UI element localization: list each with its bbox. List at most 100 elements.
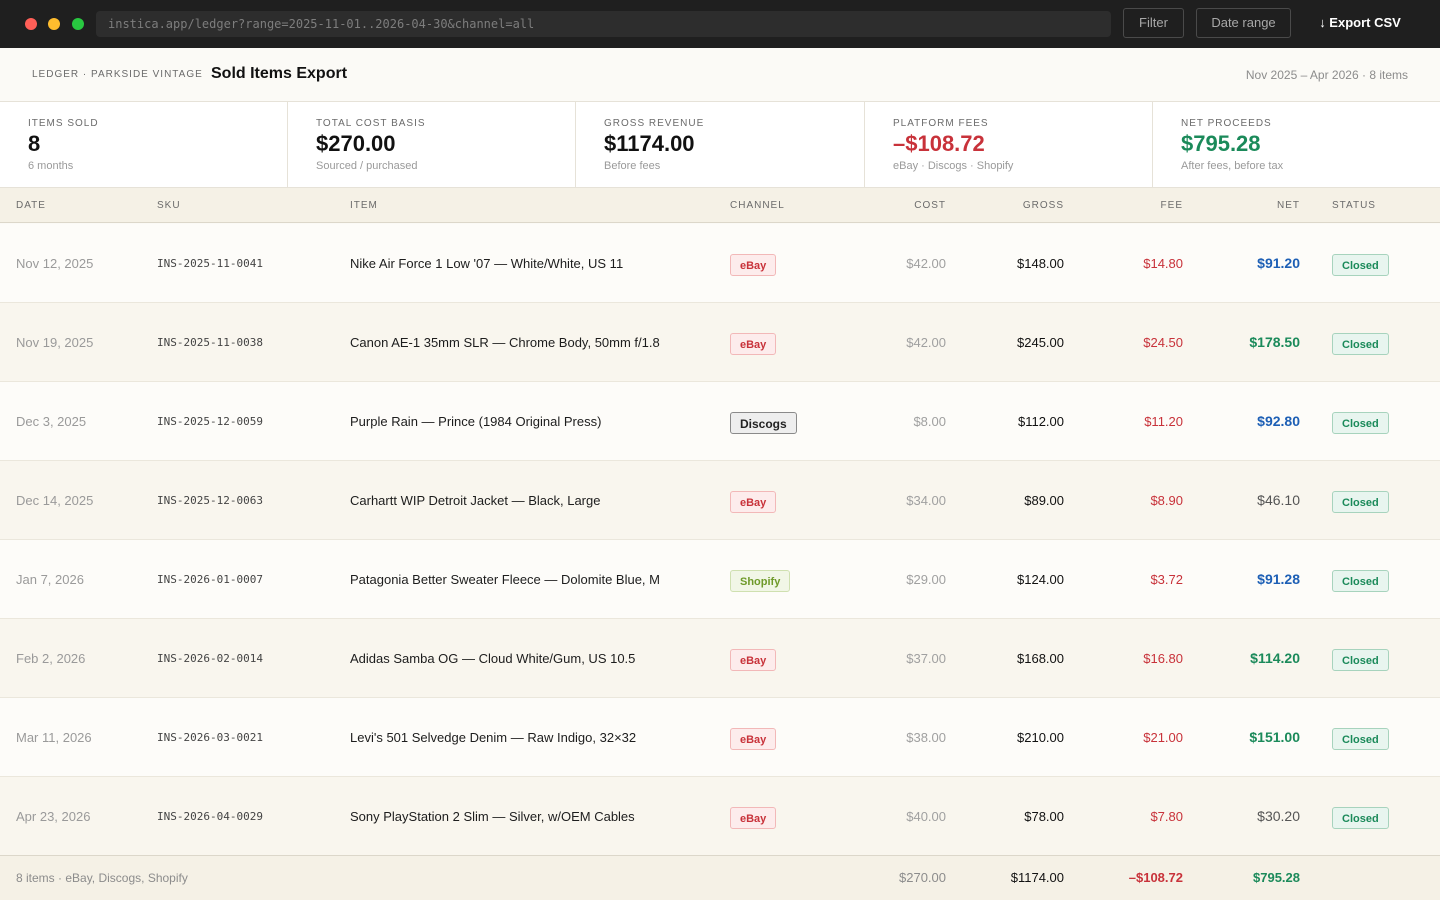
item-count: 8 items [1369,68,1408,82]
row-date: Nov 19, 2025 [16,335,94,350]
row-status: Closed [1332,303,1389,382]
row-gross: $245.00 [1017,335,1064,350]
row-gross: $89.00 [1024,493,1064,508]
column-header-sku[interactable]: SKU [157,200,181,211]
row-item: Purple Rain — Prince (1984 Original Pres… [350,414,602,429]
row-fee: $21.00 [1143,730,1183,745]
column-header-cost[interactable]: COST [914,200,946,211]
row-fee: $8.90 [1150,493,1183,508]
date-range-button[interactable]: Date range [1196,8,1291,38]
kpi-sub: 6 months [28,160,74,172]
kpi-strip: ITEMS SOLD 8 6 months TOTAL COST BASIS $… [0,102,1440,188]
footer-net-total: $795.28 [1253,870,1300,885]
channel-badge: eBay [730,648,777,671]
row-date: Jan 7, 2026 [16,572,84,587]
kpi-label: PLATFORM FEES [893,118,989,129]
row-status: Closed [1332,224,1389,303]
export-csv-button[interactable]: ↓ Export CSV [1319,15,1401,30]
kpi-sub: After fees, before tax [1181,160,1284,172]
row-status: Closed [1332,461,1389,540]
row-net: $92.80 [1257,413,1300,429]
row-gross: $78.00 [1024,809,1064,824]
table-row[interactable]: Jan 7, 2026 INS-2026-01-0007 Patagonia B… [0,540,1440,619]
table-row[interactable]: Dec 3, 2025 INS-2025-12-0059 Purple Rain… [0,382,1440,461]
column-header-status[interactable]: STATUS [1332,200,1376,211]
filter-button[interactable]: Filter [1123,8,1184,38]
row-sku: INS-2025-12-0063 [157,494,263,507]
kpi-label: ITEMS SOLD [28,118,99,129]
row-fee: $11.20 [1144,414,1183,429]
row-status: Closed [1332,619,1389,698]
channel-badge: Discogs [730,411,797,434]
table-row[interactable]: Dec 14, 2025 INS-2025-12-0063 Carhartt W… [0,461,1440,540]
row-item: Sony PlayStation 2 Slim — Silver, w/OEM … [350,809,635,824]
table-row[interactable]: Nov 19, 2025 INS-2025-11-0038 Canon AE-1… [0,303,1440,382]
minimize-window-button[interactable] [48,18,60,30]
status-badge: Closed [1332,727,1389,750]
kpi-net-proceeds: NET PROCEEDS $795.28 After fees, before … [1153,102,1440,188]
footer-gross-total: $1174.00 [1010,870,1064,885]
status-badge: Closed [1332,806,1389,829]
kpi-items-sold: ITEMS SOLD 8 6 months [0,102,288,188]
channel-badge: eBay [730,727,777,750]
kpi-sub: Before fees [604,160,661,172]
column-header-item[interactable]: ITEM [350,200,378,211]
breadcrumb: LEDGER · PARKSIDE VINTAGE [32,69,203,80]
channel-badge: eBay [730,490,777,513]
row-item: Canon AE-1 35mm SLR — Chrome Body, 50mm … [350,335,660,350]
channel-badge: eBay [730,253,777,276]
row-fee: $14.80 [1143,256,1183,271]
column-header-net[interactable]: NET [1277,200,1300,211]
row-channel: eBay [730,777,777,856]
footer-cost-total: $270.00 [899,870,946,885]
kpi-value: $795.28 [1181,131,1261,156]
row-net: $178.50 [1249,334,1300,350]
channel-badge: Shopify [730,569,791,592]
row-sku: INS-2025-11-0041 [157,257,263,270]
row-cost: $34.00 [906,493,946,508]
column-header-date[interactable]: DATE [16,200,46,211]
row-net: $114.20 [1250,650,1300,666]
row-cost: $29.00 [906,572,946,587]
row-channel: eBay [730,698,777,777]
table-row[interactable]: Apr 23, 2026 INS-2026-04-0029 Sony PlayS… [0,777,1440,856]
row-sku: INS-2026-01-0007 [157,573,263,586]
status-badge: Closed [1332,253,1389,276]
row-item: Nike Air Force 1 Low '07 — White/White, … [350,256,624,271]
kpi-value: 8 [28,131,41,156]
page-header: LEDGER · PARKSIDE VINTAGE Sold Items Exp… [0,48,1440,102]
row-gross: $148.00 [1017,256,1064,271]
row-channel: eBay [730,303,777,382]
row-net: $91.20 [1257,255,1300,271]
row-net: $30.20 [1257,808,1300,824]
close-window-button[interactable] [25,18,37,30]
table-row[interactable]: Mar 11, 2026 INS-2026-03-0021 Levi's 501… [0,698,1440,777]
table-row[interactable]: Feb 2, 2026 INS-2026-02-0014 Adidas Samb… [0,619,1440,698]
row-sku: INS-2026-02-0014 [157,652,263,665]
kpi-label: TOTAL COST BASIS [316,118,426,129]
status-badge: Closed [1332,648,1389,671]
row-sku: INS-2025-12-0059 [157,415,263,428]
kpi-label: GROSS REVENUE [604,118,705,129]
column-header-fee[interactable]: FEE [1160,200,1183,211]
row-cost: $42.00 [906,256,946,271]
row-fee: $16.80 [1143,651,1183,666]
row-channel: Shopify [730,540,791,619]
row-cost: $42.00 [906,335,946,350]
column-header-gross[interactable]: GROSS [1022,200,1064,211]
page-title: Sold Items Export [211,65,348,82]
table-row[interactable]: Nov 12, 2025 INS-2025-11-0041 Nike Air F… [0,224,1440,303]
row-item: Adidas Samba OG — Cloud White/Gum, US 10… [350,651,636,666]
row-status: Closed [1332,698,1389,777]
window-titlebar: instica.app/ledger?range=2025-11-01..202… [0,0,1440,48]
row-cost: $40.00 [906,809,946,824]
kpi-sub: eBay · Discogs · Shopify [893,160,1014,172]
row-channel: eBay [730,461,777,540]
row-channel: eBay [730,224,777,303]
kpi-value: $270.00 [316,131,396,156]
address-bar[interactable]: instica.app/ledger?range=2025-11-01..202… [96,11,1111,37]
kpi-total-cost-basis: TOTAL COST BASIS $270.00 Sourced / purch… [288,102,576,188]
column-header-channel[interactable]: CHANNEL [730,200,785,211]
maximize-window-button[interactable] [72,18,84,30]
table-footer-totals: 8 items · eBay, Discogs, Shopify $270.00… [0,855,1440,900]
